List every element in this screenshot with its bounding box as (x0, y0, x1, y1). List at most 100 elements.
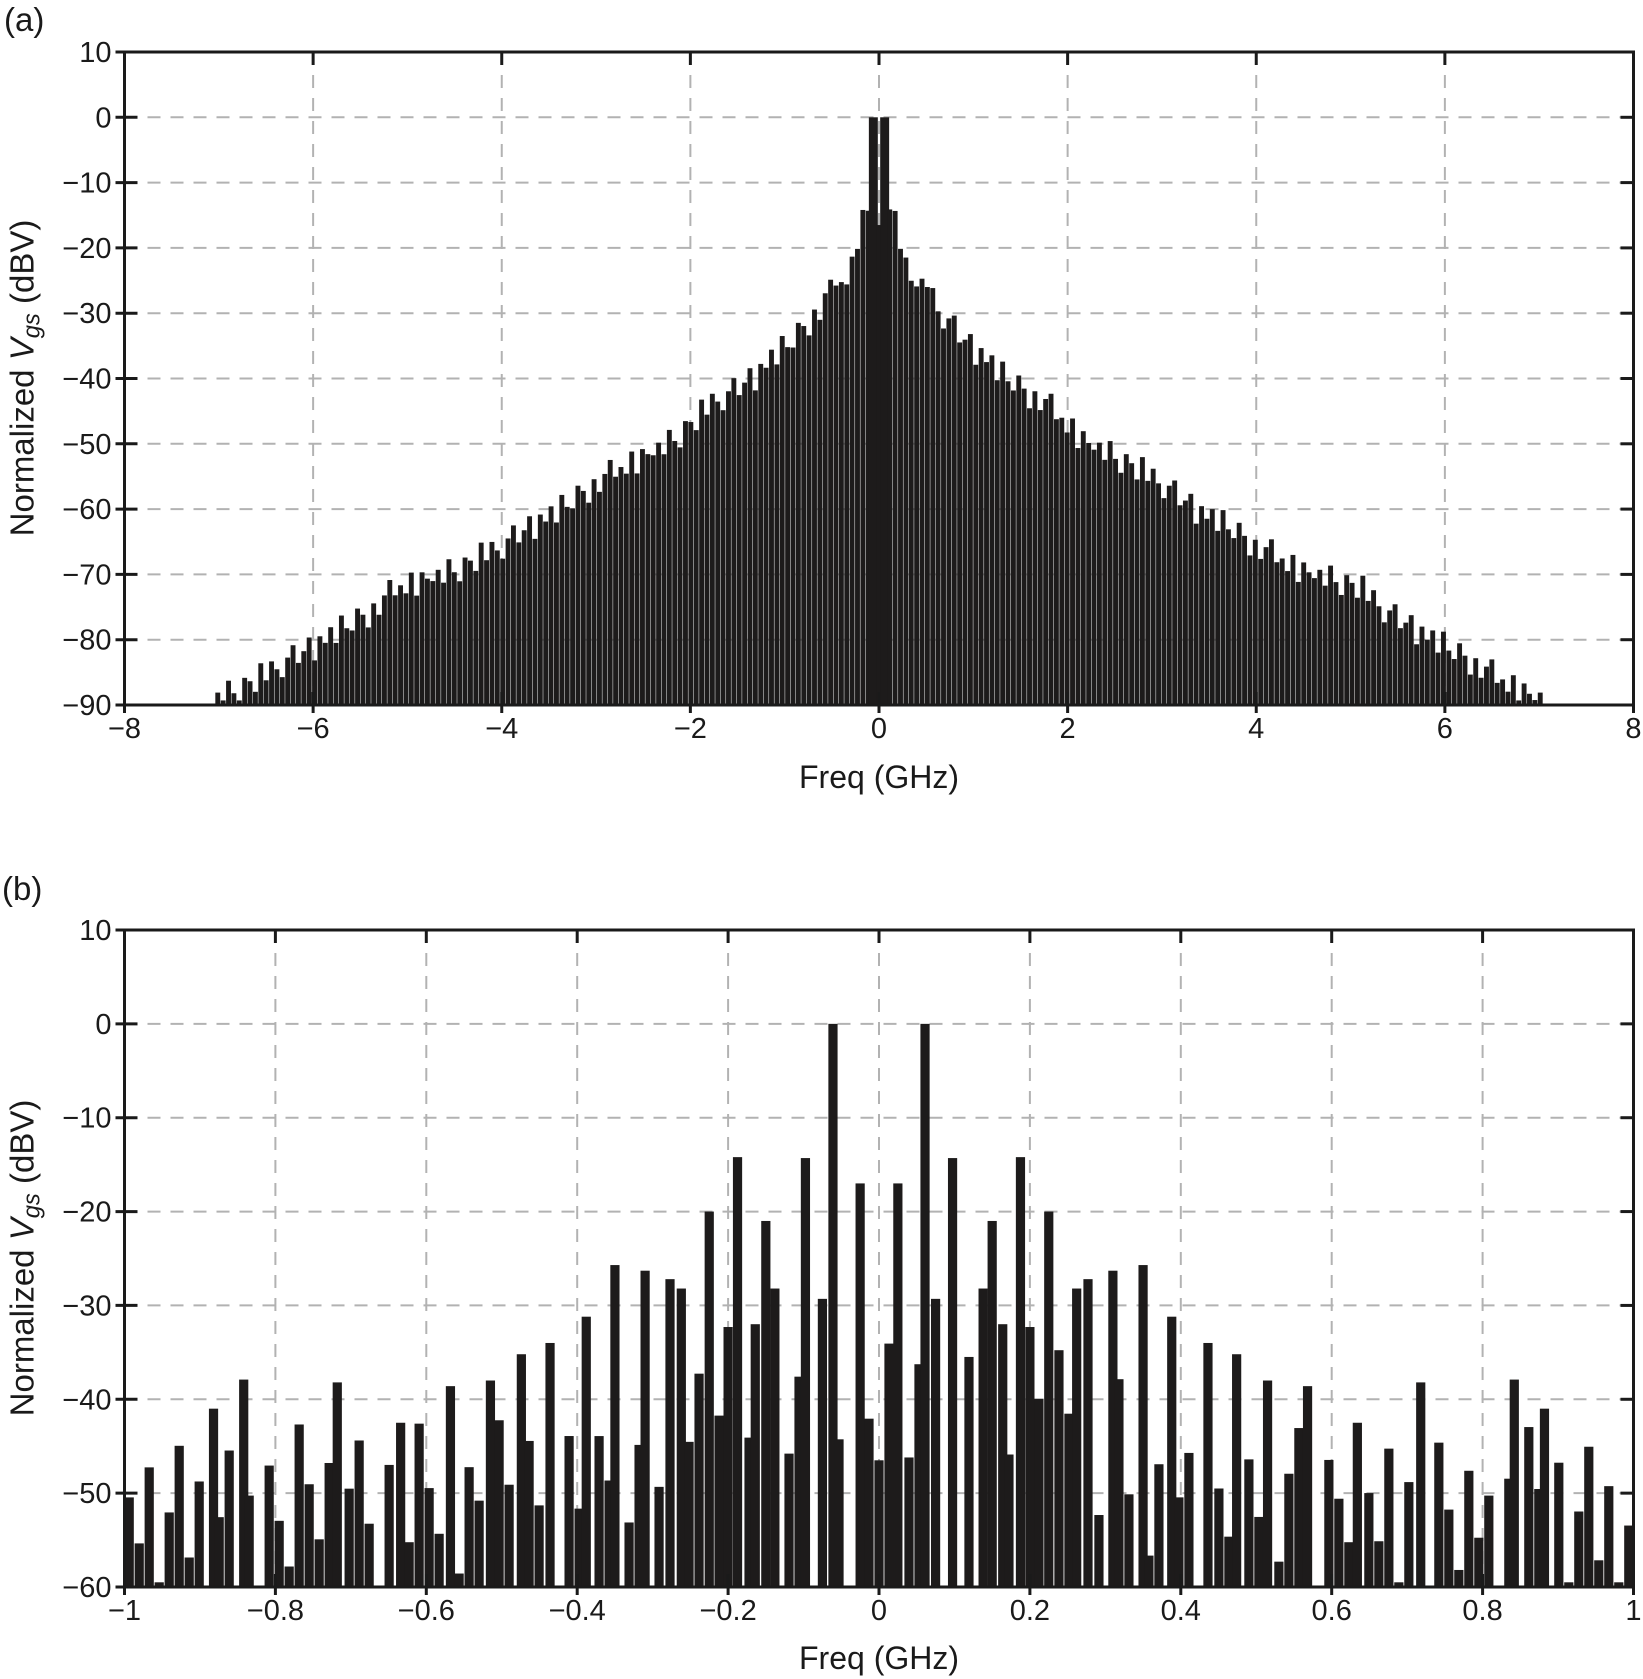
spectrum-bar (860, 209, 866, 705)
spectrum-bar (989, 355, 995, 705)
spectrum-bar (898, 248, 903, 705)
spectrum-bar (1113, 458, 1118, 705)
spectrum-bar (1224, 1536, 1234, 1587)
spectrum-bar (1107, 441, 1113, 705)
spectrum-bar (924, 287, 930, 705)
spectrum-bar (1381, 622, 1387, 705)
spectrum-bar (284, 1566, 294, 1587)
spectrum-bar (1301, 562, 1307, 705)
spectrum-bar (795, 322, 801, 705)
spectrum-bar (672, 440, 678, 705)
spectrum-bar (941, 328, 946, 705)
spectrum-bar (1302, 1386, 1313, 1587)
spectrum-bar (1268, 539, 1274, 705)
spectrum-bar (607, 459, 613, 705)
y-tick-label: −20 (62, 233, 111, 265)
spectrum-bar (264, 1465, 274, 1587)
spectrum-bar (1209, 509, 1215, 705)
spectrum-bar (304, 1484, 314, 1587)
spectrum-bar (1000, 361, 1006, 705)
spectrum-bar (355, 608, 360, 705)
spectrum-bar (510, 525, 516, 705)
spectrum-bar (962, 339, 968, 705)
spectrum-bar (736, 395, 742, 705)
spectrum-bar (919, 278, 925, 705)
spectrum-bar (524, 1440, 534, 1587)
spectrum-bar (1285, 571, 1291, 705)
spectrum-bar (613, 476, 619, 705)
spectrum-bar (328, 627, 334, 705)
spectrum-bar (893, 1183, 903, 1587)
axes-frame (123, 50, 1635, 707)
spectrum-bar (1294, 1428, 1304, 1587)
spectrum-bar (1419, 626, 1425, 705)
plot-b-axes: −1 −0.8 −0.6 −0.4 −0.2 0 0.2 0.4 0.6 0.8 1 10 0 −10 −2… (62, 915, 1641, 1627)
spectrum-bar (154, 1582, 164, 1587)
spectrum-bar (1043, 398, 1049, 705)
spectrum-bar (581, 1316, 591, 1587)
spectrum-bar (226, 680, 231, 705)
spectrum-bar (474, 1500, 484, 1587)
spectrum-bar (403, 593, 409, 705)
spectrum-bar (1462, 655, 1468, 705)
spectrum-bar (274, 669, 280, 705)
x-tick-label: 0.4 (1161, 1595, 1201, 1627)
spectrum-bar (312, 660, 317, 705)
spectrum-bar (208, 1408, 219, 1587)
spectrum-bar (1404, 1482, 1414, 1587)
spectrum-bar (516, 1354, 526, 1587)
spectrum-bar (684, 1441, 694, 1587)
spectrum-bar (194, 1481, 204, 1587)
spectrum-bar (344, 1488, 354, 1587)
spectrum-bar (1489, 659, 1495, 705)
spectrum-bar (559, 494, 565, 705)
spectrum-bar (1430, 630, 1436, 705)
spectrum-bar (699, 399, 705, 705)
x-tick-label: −2 (674, 713, 707, 745)
spectrum-bar (1376, 606, 1382, 705)
y-tick-label: −40 (62, 1384, 111, 1416)
spectrum-bar (494, 550, 500, 705)
spectrum-bar (1044, 1211, 1054, 1587)
spectrum-bar (1123, 454, 1129, 705)
spectrum-bar (398, 585, 404, 705)
y-tick-label: −60 (62, 494, 111, 526)
spectrum-bar (1034, 1398, 1044, 1587)
spectrum-bar (750, 1324, 760, 1587)
spectrum-bar (1114, 1379, 1124, 1587)
spectrum-bar (1053, 419, 1059, 705)
spectrum-bar (1484, 1495, 1494, 1587)
spectrum-bar (994, 380, 1000, 705)
spectrum-bar (1016, 375, 1022, 705)
spectrum-bar (1505, 691, 1511, 705)
spectrum-bar (485, 1380, 496, 1587)
x-tick-label: 0.8 (1462, 1595, 1502, 1627)
x-tick-label: 8 (1625, 713, 1641, 745)
spectrum-bar (376, 614, 382, 705)
spectrum-bar (1124, 1494, 1134, 1587)
spectrum-bar (834, 1439, 844, 1587)
spectrum-bar (677, 447, 683, 705)
x-tick-label: 0.6 (1312, 1595, 1352, 1627)
spectrum-bar (855, 248, 860, 705)
spectrum-bar (1374, 1541, 1384, 1587)
spectrum-bar (704, 1211, 714, 1587)
spectrum-bar (164, 1512, 174, 1587)
y-tick-label: −30 (62, 298, 111, 330)
x-tick-label: 0 (871, 1595, 887, 1627)
spectrum-bar (887, 209, 893, 705)
spectrum-bar (527, 516, 533, 705)
spectrum-bar (1204, 518, 1210, 705)
spectrum-bar (1354, 597, 1360, 705)
panel-a-ylabel-sub: gs (18, 313, 46, 339)
spectrum-bar (1290, 554, 1296, 705)
x-tick-label: −0.6 (398, 1595, 455, 1627)
spectrum-bar (714, 1415, 724, 1587)
spectrum-bar (484, 560, 490, 705)
spectrum-bar (694, 1373, 704, 1587)
x-tick-label: −1 (108, 1595, 141, 1627)
spectrum-bar (236, 700, 242, 705)
spectrum-bar (1435, 652, 1441, 705)
spectrum-bar (779, 336, 785, 705)
